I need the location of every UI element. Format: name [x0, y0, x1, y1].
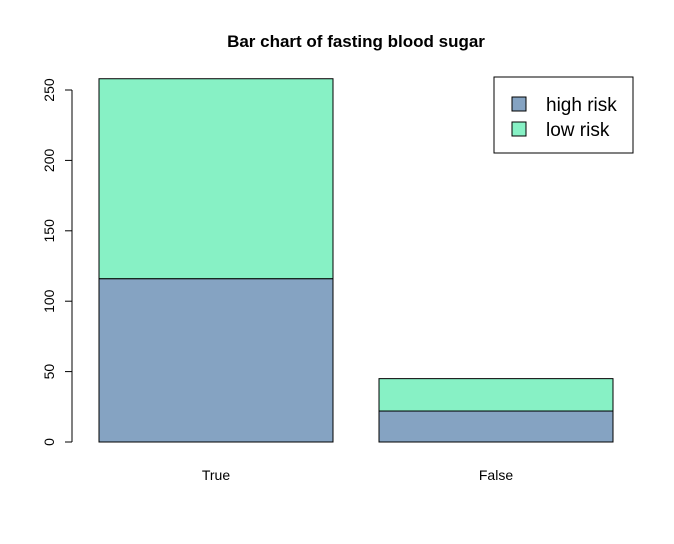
y-tick-label: 100	[41, 289, 57, 313]
y-tick-label: 150	[41, 219, 57, 243]
y-tick-label: 250	[41, 78, 57, 102]
x-axis-labels: True False	[202, 467, 513, 483]
legend-swatch	[511, 121, 527, 137]
y-tick-label: 200	[41, 149, 57, 173]
bar-segment-true-high-risk	[98, 278, 334, 443]
bar-segment-true-low-risk	[98, 78, 334, 280]
legend: high risk low risk	[493, 76, 634, 154]
legend-swatch	[511, 96, 527, 112]
x-tick-label: False	[479, 467, 513, 483]
x-tick-label: True	[202, 467, 230, 483]
y-tick-label: 0	[41, 438, 57, 446]
bars	[98, 78, 614, 443]
chart-title: Bar chart of fasting blood sugar	[227, 32, 485, 51]
y-axis: 0 50 100 150 200 250	[41, 78, 73, 446]
legend-label: low risk	[546, 120, 610, 141]
legend-box	[493, 76, 634, 154]
legend-label: high risk	[546, 95, 617, 116]
bar-segment-false-low-risk	[378, 378, 614, 412]
bar-segment-false-high-risk	[378, 410, 614, 443]
y-tick-label: 50	[41, 364, 57, 380]
